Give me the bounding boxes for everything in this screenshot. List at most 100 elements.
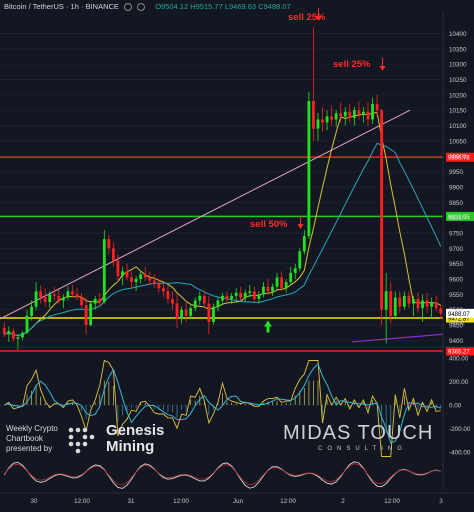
sponsor-line-2: Mining: [106, 438, 155, 455]
y-tick-label: 10400: [449, 31, 467, 38]
y-tick-label: 9950: [449, 169, 464, 176]
candle-body: [330, 116, 334, 120]
candle-body: [216, 300, 220, 307]
candle-body: [207, 303, 211, 322]
candle-body: [139, 274, 143, 280]
x-tick-label: 12:00: [280, 498, 296, 505]
candle-body: [34, 291, 38, 307]
candle-body: [284, 282, 288, 289]
chartbook-label: Weekly Crypto Chartbook presented by: [6, 424, 58, 454]
candle-body: [325, 116, 329, 123]
candle-body: [416, 298, 420, 309]
x-tick-label: 3: [439, 498, 443, 505]
candle-body: [275, 277, 279, 287]
candle-body: [43, 297, 47, 303]
candle-body: [211, 306, 215, 322]
level-tag: [446, 152, 474, 162]
candle-body: [93, 298, 97, 304]
candle-body: [166, 291, 170, 299]
stoch-signal-line: [3, 463, 441, 486]
candle-body: [352, 110, 356, 118]
level-label: 9996.78: [448, 156, 470, 162]
sponsor-line-1: Genesis: [106, 422, 165, 439]
buy-arrow-icon: [263, 320, 272, 333]
osc-tick-label: 400.00: [449, 356, 469, 363]
candle-body: [425, 300, 429, 307]
osc-tick-label: -400.00: [449, 449, 471, 456]
osc-tick-label: 200.00: [449, 379, 469, 386]
candle-body: [302, 236, 306, 252]
candle-body: [75, 294, 79, 298]
osc-fast-line: [4, 359, 441, 457]
settings-icon[interactable]: [137, 3, 146, 12]
candle-body: [157, 283, 161, 289]
candle-body: [198, 295, 202, 301]
stoch-line: [3, 461, 441, 489]
eye-icon[interactable]: [124, 3, 132, 12]
sell-annotation: sell 50%: [250, 219, 288, 230]
sell-arrow-icon: [297, 216, 304, 229]
y-tick-label: 10050: [449, 138, 467, 145]
candle-body: [30, 306, 33, 316]
x-tick-label: Jun: [233, 498, 244, 505]
candle-body: [312, 101, 315, 129]
chart-header: Bitcoin / TetherUS · 1h · BINANCE O9504.…: [4, 2, 291, 12]
candle-body: [384, 291, 388, 310]
x-tick-label: 31: [127, 498, 135, 505]
candle-body: [48, 294, 52, 303]
candle-body: [175, 303, 179, 319]
osc-tick-label: -200.00: [449, 426, 471, 433]
candle-body: [407, 295, 411, 304]
candle-body: [343, 111, 347, 117]
y-tick-label: 9450: [449, 323, 464, 330]
candle-body: [398, 297, 402, 307]
candle-body: [111, 248, 115, 261]
candle-body: [98, 298, 102, 303]
candle-body: [221, 295, 224, 301]
candle-body: [334, 113, 338, 120]
candle-body: [339, 113, 343, 117]
ohlc-readout: O9504.12 H9515.77 L9469.63 C9488.07: [155, 2, 291, 11]
chartbook-line-3: presented by: [6, 444, 53, 453]
candle-body: [116, 260, 120, 276]
candle-body: [202, 295, 206, 304]
candle-body: [152, 280, 156, 284]
candle-body: [180, 309, 183, 319]
candle-body: [430, 302, 434, 307]
y-tick-label: 9550: [449, 292, 464, 299]
candle-body: [293, 268, 297, 273]
y-tick-label: 10250: [449, 77, 467, 84]
sell-arrow-icon: [315, 8, 322, 21]
y-tick-label: 10300: [449, 62, 467, 69]
y-tick-label: 10000: [449, 154, 467, 161]
candle-body: [252, 291, 256, 299]
y-tick-label: 9900: [449, 184, 464, 191]
candle-body: [307, 101, 311, 237]
candle-body: [366, 111, 370, 120]
osc-tick-label: 0.00: [449, 403, 462, 410]
sell-annotation: sell 25%: [288, 12, 326, 23]
candle-body: [298, 251, 302, 269]
candle-body: [25, 315, 29, 333]
y-tick-label: 9650: [449, 261, 464, 268]
candle-body: [434, 302, 438, 309]
candle-body: [321, 119, 324, 123]
candle-body: [412, 298, 415, 304]
candle-body: [248, 291, 252, 293]
level-tag: [446, 346, 474, 356]
candle-body: [357, 110, 361, 115]
y-tick-label: 10350: [449, 46, 467, 53]
candle-body: [371, 104, 374, 120]
y-tick-label: 9800: [449, 215, 464, 222]
candle-body: [230, 295, 234, 299]
midas-touch-logo: MIDAS TOUCH: [283, 422, 434, 444]
candle-body: [2, 328, 6, 335]
candle-body: [16, 337, 20, 339]
symbol-title: Bitcoin / TetherUS · 1h · BINANCE: [4, 2, 119, 11]
candle-body: [243, 292, 247, 298]
candle-body: [184, 309, 188, 316]
consulting-label: CONSULTING: [318, 446, 407, 452]
x-tick-label: 12:00: [173, 498, 189, 505]
